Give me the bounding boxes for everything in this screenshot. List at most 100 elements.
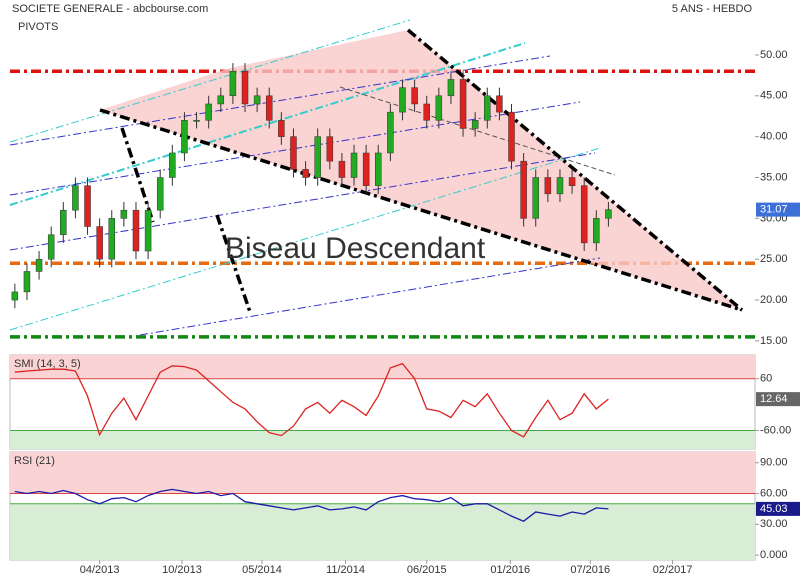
candle-body bbox=[193, 120, 200, 122]
channel-line bbox=[9, 55, 551, 146]
wedge-upper bbox=[406, 28, 744, 312]
y-tick-label: 60 bbox=[760, 373, 772, 385]
indicator-line bbox=[14, 488, 609, 522]
y-tick-label: 15.00 bbox=[760, 335, 788, 347]
candle-body bbox=[350, 152, 358, 178]
annotation: Biseau Descendant bbox=[225, 232, 486, 265]
candle-body bbox=[169, 152, 176, 178]
x-tick-label: 05/2014 bbox=[242, 564, 282, 576]
channel-line bbox=[9, 152, 596, 251]
x-tick-label: 01/2016 bbox=[490, 564, 530, 576]
candle-body bbox=[362, 152, 370, 186]
candle-body bbox=[144, 209, 152, 252]
y-tick-label: 30.00 bbox=[760, 518, 788, 530]
y-tick-label: -60.00 bbox=[760, 424, 791, 436]
candle-body bbox=[520, 160, 527, 219]
trend-line bbox=[339, 86, 616, 176]
wedge-height bbox=[215, 214, 252, 313]
candle-body bbox=[229, 71, 237, 97]
y-tick-label: 20.00 bbox=[760, 294, 788, 306]
candle-body bbox=[11, 291, 19, 301]
channel-line bbox=[9, 42, 526, 206]
candle-body bbox=[338, 160, 346, 178]
panel-title: SMI (14, 3, 5) bbox=[14, 358, 81, 370]
candle-body bbox=[532, 177, 539, 219]
wedge-lower bbox=[99, 108, 743, 312]
candle-body bbox=[447, 79, 455, 97]
y-tick-label: 45.00 bbox=[760, 90, 788, 102]
last-value-box bbox=[756, 501, 800, 516]
y-tick-label: 90.00 bbox=[760, 457, 788, 469]
candle-body bbox=[484, 95, 491, 121]
indicator-line bbox=[14, 362, 609, 438]
y-tick-label: 35.00 bbox=[760, 171, 788, 183]
last-value-box bbox=[756, 202, 800, 217]
candle-body bbox=[290, 136, 297, 170]
x-tick-label: 06/2015 bbox=[407, 564, 447, 576]
candle-body bbox=[47, 234, 55, 260]
candle-body bbox=[205, 103, 212, 121]
candle-body bbox=[84, 185, 91, 227]
candle-body bbox=[23, 271, 31, 293]
period: 5 ANS - HEBDO bbox=[672, 3, 753, 15]
subtitle: PIVOTS bbox=[18, 21, 58, 33]
candle-body bbox=[423, 103, 430, 121]
upper-zone bbox=[10, 355, 755, 379]
candle-body bbox=[471, 120, 479, 129]
candle-body bbox=[593, 218, 600, 244]
candle-body bbox=[544, 177, 552, 195]
last-value-box bbox=[756, 392, 800, 407]
last-value: 12.64 bbox=[760, 393, 788, 405]
candle-body bbox=[96, 226, 103, 260]
x-tick-label: 10/2013 bbox=[162, 564, 202, 576]
last-value: 45.03 bbox=[760, 503, 788, 515]
candle-body bbox=[387, 111, 394, 154]
y-tick-label: 50.00 bbox=[760, 49, 788, 61]
candle-body bbox=[241, 71, 249, 105]
lower-zone bbox=[10, 503, 755, 560]
candle-body bbox=[411, 87, 418, 105]
candle-body bbox=[568, 177, 576, 186]
candle-body bbox=[375, 152, 382, 186]
x-tick-label: 07/2016 bbox=[570, 564, 610, 576]
candle-body bbox=[314, 136, 321, 178]
upper-zone bbox=[10, 452, 755, 494]
candle-body bbox=[72, 185, 79, 211]
panel-title: RSI (21) bbox=[14, 455, 55, 467]
candle-body bbox=[605, 209, 612, 219]
channels bbox=[9, 19, 616, 336]
chart-title: SOCIETE GENERALE - abcbourse.com bbox=[12, 3, 208, 15]
y-tick-label: 60.00 bbox=[760, 487, 788, 499]
wedge-height bbox=[120, 127, 155, 223]
y-tick-label: 0.000 bbox=[760, 549, 788, 561]
candle-body bbox=[120, 209, 128, 219]
candle-body bbox=[156, 177, 164, 211]
lower-zone bbox=[10, 430, 755, 449]
channel-line bbox=[139, 257, 601, 336]
candle-body bbox=[435, 95, 443, 121]
candle-body bbox=[399, 87, 406, 113]
candle-body bbox=[459, 79, 467, 129]
candle-body bbox=[108, 218, 116, 260]
candle-body bbox=[181, 120, 188, 154]
candle-body bbox=[60, 209, 67, 235]
candle-body bbox=[265, 95, 273, 121]
candle-body bbox=[132, 209, 140, 252]
x-tick-label: 02/2017 bbox=[653, 564, 693, 576]
candle-body bbox=[508, 111, 515, 162]
last-value: 31.07 bbox=[760, 204, 788, 216]
y-tick-label: 40.00 bbox=[760, 131, 788, 143]
candle-body bbox=[253, 95, 261, 105]
candle-body bbox=[278, 120, 285, 137]
candle-body bbox=[580, 185, 588, 244]
candle-body bbox=[556, 177, 564, 195]
x-tick-label: 11/2014 bbox=[326, 564, 365, 576]
candle-body bbox=[302, 169, 309, 178]
candle-body bbox=[326, 136, 334, 162]
wedge-lines bbox=[99, 28, 744, 313]
channel-line bbox=[9, 19, 411, 143]
candle-body bbox=[496, 95, 503, 113]
x-tick-label: 04/2013 bbox=[80, 564, 120, 576]
